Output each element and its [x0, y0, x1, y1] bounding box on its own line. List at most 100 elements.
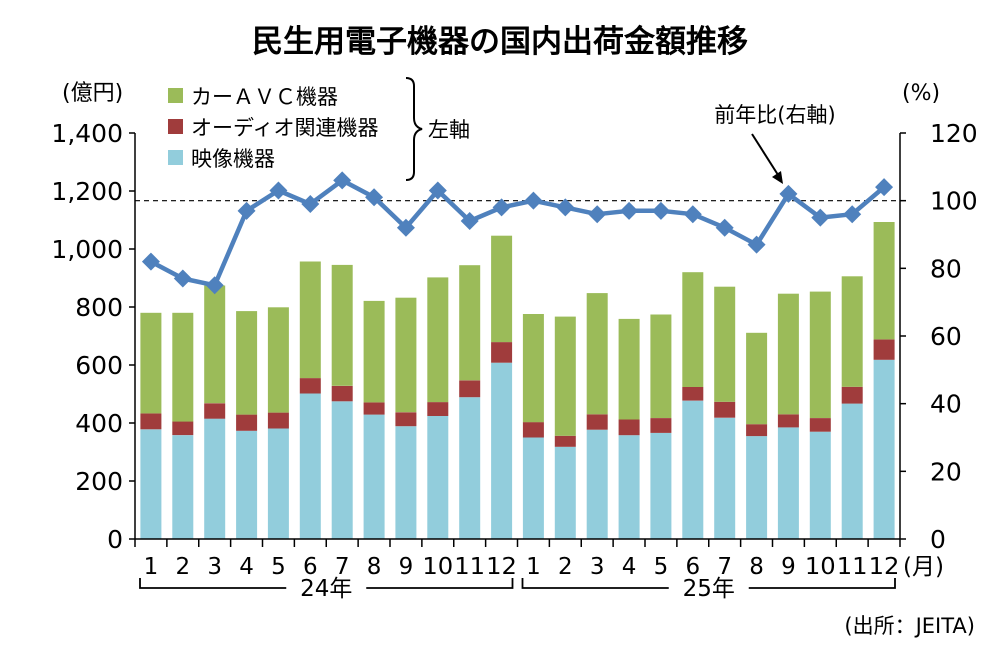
bar-s1-22 — [841, 386, 863, 404]
x-tick-label-8: 9 — [399, 554, 414, 580]
bar-s0-21 — [809, 431, 831, 539]
ratio-marker-14 — [588, 205, 607, 224]
x-tick-label-3: 4 — [239, 554, 254, 580]
bar-s1-4 — [267, 412, 289, 429]
bar-s1-20 — [777, 414, 799, 428]
bar-s1-14 — [586, 414, 608, 430]
x-tick-label-15: 4 — [622, 554, 637, 580]
right-tick-label-1: 20 — [930, 457, 962, 486]
x-tick-label-7: 8 — [367, 554, 382, 580]
x-tick-label-2: 3 — [207, 554, 222, 580]
bar-s1-21 — [809, 418, 831, 432]
bar-s2-17 — [682, 272, 704, 387]
ratio-marker-5 — [301, 195, 320, 214]
bar-s2-4 — [267, 307, 289, 413]
bar-s2-5 — [299, 261, 321, 379]
bar-s2-21 — [809, 291, 831, 418]
legend-label-audio: オーディオ関連機器 — [191, 116, 379, 140]
bar-s0-2 — [204, 418, 226, 539]
x-tick-label-0: 1 — [144, 554, 159, 580]
bar-s0-12 — [522, 437, 544, 539]
left-axis-unit: (億円) — [62, 81, 123, 106]
left-tick-label-7: 1,400 — [51, 119, 123, 148]
ratio-marker-2 — [205, 276, 224, 295]
left-tick-label-4: 800 — [75, 293, 123, 322]
ratio-marker-22 — [843, 205, 862, 224]
bar-s0-23 — [873, 359, 895, 539]
bar-s0-19 — [746, 436, 768, 539]
bar-s2-20 — [777, 293, 799, 415]
bar-s1-9 — [427, 402, 449, 416]
legend-label-video: 映像機器 — [191, 147, 275, 171]
bar-s0-13 — [554, 446, 576, 539]
left-tick-label-5: 1,000 — [51, 235, 123, 264]
bar-s2-16 — [650, 314, 672, 418]
bar-s1-16 — [650, 418, 672, 433]
ratio-marker-13 — [556, 198, 575, 217]
legend-swatch-audio — [168, 119, 183, 134]
ratio-marker-8 — [396, 218, 415, 237]
x-tick-label-19: 8 — [749, 554, 764, 580]
bar-s0-1 — [172, 435, 194, 539]
x-tick-label-13: 2 — [558, 554, 573, 580]
bar-s1-3 — [236, 414, 258, 431]
bar-s1-0 — [140, 413, 162, 430]
bar-s1-5 — [299, 378, 321, 394]
bar-s1-19 — [746, 424, 768, 437]
bar-s2-14 — [586, 293, 608, 415]
bar-s2-1 — [172, 312, 194, 422]
right-tick-label-3: 60 — [930, 322, 962, 351]
left-tick-label-2: 400 — [75, 409, 123, 438]
ratio-marker-10 — [460, 211, 479, 230]
legend-brace — [405, 77, 423, 181]
ratio-marker-0 — [141, 252, 160, 271]
bar-s0-4 — [267, 428, 289, 539]
bar-s0-15 — [618, 435, 640, 539]
bar-s1-23 — [873, 339, 895, 360]
bar-s2-11 — [491, 235, 513, 343]
bar-s2-19 — [746, 332, 768, 425]
x-tick-label-4: 5 — [271, 554, 286, 580]
bar-s1-10 — [459, 380, 481, 398]
bar-s1-7 — [363, 402, 385, 415]
month-unit-label: (月) — [903, 554, 944, 580]
ratio-marker-4 — [269, 181, 288, 200]
axis-layer: 0 200 400 600 800 1,000 1,200 1,400 0 20 40 60 80 100… — [51, 119, 977, 602]
bar-s0-22 — [841, 403, 863, 539]
bar-s0-16 — [650, 432, 672, 539]
x-tick-label-17: 6 — [685, 554, 700, 580]
bar-s1-17 — [682, 387, 704, 401]
ratio-marker-17 — [683, 205, 702, 224]
bar-s1-18 — [714, 401, 736, 418]
x-tick-label-12: 1 — [526, 554, 541, 580]
ratio-marker-7 — [365, 188, 384, 207]
x-tick-label-23: 12 — [869, 554, 900, 580]
bar-s2-0 — [140, 312, 162, 414]
bar-s0-10 — [459, 397, 481, 539]
x-tick-label-20: 9 — [781, 554, 796, 580]
right-tick-label-4: 80 — [930, 254, 962, 283]
bar-s2-7 — [363, 300, 385, 403]
year-bracket-0 — [139, 578, 514, 589]
ratio-marker-9 — [428, 181, 447, 200]
source-note: (出所：JEITA) — [844, 614, 975, 638]
bar-s0-7 — [363, 414, 385, 539]
legend: カーＡＶＣ機器 オーディオ関連機器 映像機器 左軸 — [168, 77, 470, 181]
bars-layer — [140, 222, 895, 540]
bar-s2-10 — [459, 265, 481, 381]
bar-s2-18 — [714, 286, 736, 402]
ratio-marker-16 — [651, 201, 670, 220]
left-tick-label-0: 0 — [107, 525, 123, 554]
ratio-marker-11 — [492, 198, 511, 217]
x-tick-label-5: 6 — [303, 554, 318, 580]
left-tick-label-3: 600 — [75, 351, 123, 380]
ratio-marker-21 — [811, 208, 830, 227]
bar-s1-2 — [204, 403, 226, 419]
ratio-marker-19 — [747, 235, 766, 254]
x-tick-label-11: 12 — [486, 554, 517, 580]
ratio-marker-23 — [875, 178, 894, 197]
bar-s1-15 — [618, 419, 640, 436]
ratio-marker-20 — [779, 184, 798, 203]
ratio-marker-15 — [620, 201, 639, 220]
bar-s1-6 — [331, 385, 353, 402]
